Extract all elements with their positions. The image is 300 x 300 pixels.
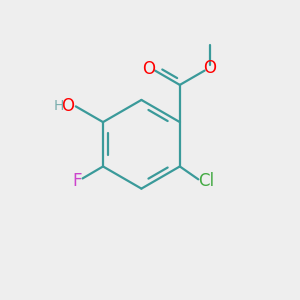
Text: O: O (61, 97, 74, 115)
Text: O: O (142, 60, 155, 78)
Text: O: O (203, 59, 216, 77)
Text: Cl: Cl (198, 172, 214, 190)
Text: F: F (72, 172, 82, 190)
Text: H: H (54, 98, 64, 112)
